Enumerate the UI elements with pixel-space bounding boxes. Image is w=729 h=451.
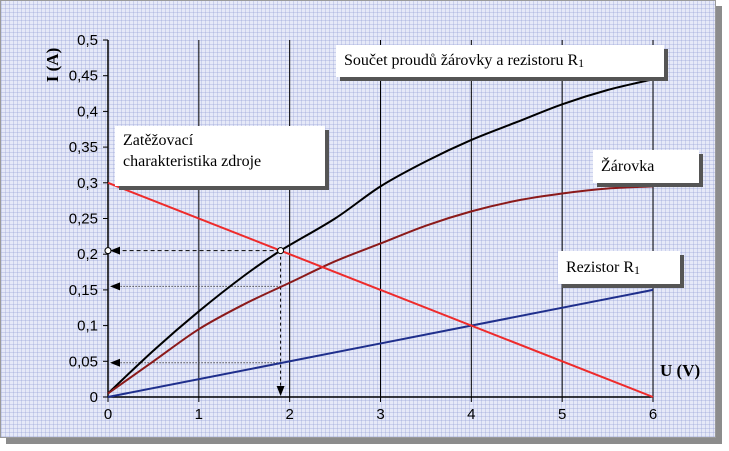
sum-current-label: Součet proudů žárovky a rezistoru R1: [336, 45, 664, 77]
y-tick-label: 0,1: [77, 318, 98, 335]
resistor-label-subscript: 1: [634, 263, 640, 277]
series-line-bulb: [107, 185, 654, 395]
y-axis-title: I (A): [43, 48, 62, 82]
y-tick-label: 0,2: [77, 246, 98, 263]
y-tick-label: 0,4: [77, 103, 98, 120]
y-tick-label: 0,05: [69, 353, 98, 370]
y-tick-label: 0,25: [69, 211, 98, 228]
operating-point-marker: [277, 247, 285, 255]
resistor-label: Rezistor R1: [558, 251, 680, 284]
sum-label-subscript: 1: [578, 56, 585, 70]
x-tick-label: 5: [558, 406, 566, 423]
source-label-line1: Zatěžovací: [123, 132, 194, 149]
series-lines: [107, 78, 654, 398]
axes: [103, 39, 654, 402]
tick-labels: 0 1 2 3 4 5 6 0 0,05 0,1 0,15 0,2 0,25 0,3 0,35 0,4 0,45…: [69, 32, 657, 423]
y-tick-label: 0,5: [77, 32, 98, 49]
series-line-sum: [107, 78, 654, 395]
source-label-line2: charakteristika zdroje: [123, 153, 262, 170]
x-tick-label: 6: [649, 406, 657, 423]
x-tick-label: 4: [467, 406, 475, 423]
sum-label-text: Součet proudů žárovky a rezistoru R: [344, 52, 579, 69]
x-tick-label: 1: [195, 406, 203, 423]
projection-arrow-left: [110, 358, 120, 367]
x-tick-label: 0: [104, 406, 112, 423]
y-tick-label: 0,3: [77, 175, 98, 192]
bulb-label: Žárovka: [593, 150, 699, 183]
projection-arrow-left: [110, 282, 120, 291]
series-line-resistor: [107, 288, 654, 398]
x-tick-label: 2: [285, 406, 293, 423]
y-tick-label: 0: [90, 389, 98, 406]
operating-point-marks: [104, 247, 285, 255]
projection-arrow-down: [276, 386, 285, 396]
projection-lines: [110, 246, 285, 396]
resistor-label-text: Rezistor R: [566, 259, 634, 276]
y-tick-label: 0,35: [69, 139, 98, 156]
x-tick-label: 3: [376, 406, 384, 423]
y-tick-label: 0,15: [69, 282, 98, 299]
x-axis-title: U (V): [660, 361, 700, 380]
source-characteristic-label: Zatěžovací charakteristika zdroje: [115, 126, 325, 186]
grid: [198, 40, 654, 397]
series-line-source_load: [107, 181, 654, 398]
bulb-label-text: Žárovka: [601, 158, 655, 175]
y-tick-label: 0,45: [69, 68, 98, 85]
axis-point-marker: [104, 247, 112, 255]
projection-arrow-left: [110, 246, 120, 255]
